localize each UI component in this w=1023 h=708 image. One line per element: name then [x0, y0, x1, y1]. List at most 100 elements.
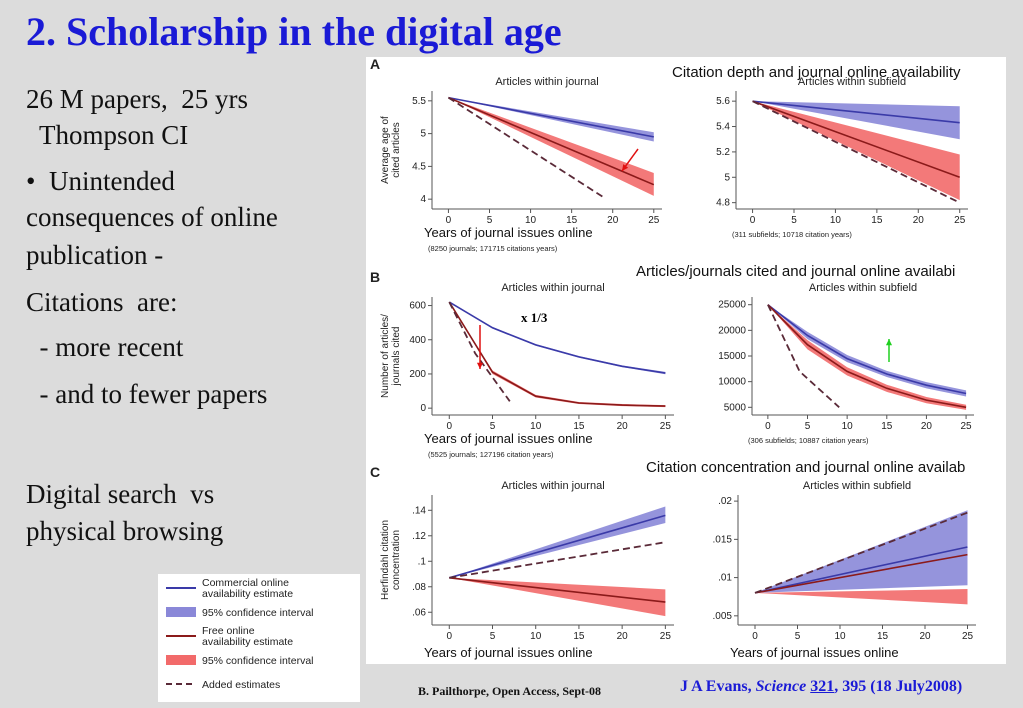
- x-tick-label: 20: [921, 421, 933, 432]
- x-tick-label: 5: [791, 215, 797, 226]
- y-tick-label: 5.2: [716, 147, 730, 158]
- ci-band-commercial: [767, 304, 967, 397]
- ci-band-free: [752, 101, 960, 201]
- x-tick-label: 0: [750, 215, 756, 226]
- legend-label: 95% confidence interval: [202, 655, 314, 667]
- ci-band-free: [448, 97, 654, 196]
- x-tick-label: 15: [877, 631, 889, 642]
- citation-journal: Science: [755, 678, 807, 695]
- figure-svg: A Citation depth and journal online avai…: [370, 57, 976, 664]
- series-line-commercial: [752, 100, 960, 124]
- citation-reference: J A Evans, Science 321, 395 (18 July2008…: [680, 678, 962, 696]
- ci-band-free: [767, 304, 967, 410]
- bullet-text: - more recent: [26, 332, 184, 362]
- section-title-c: Citation concentration and journal onlin…: [646, 459, 965, 476]
- y-tick-label: 5: [724, 172, 730, 183]
- series-line-added: [752, 100, 961, 204]
- y-tick-label: 5000: [724, 402, 747, 413]
- x-tick-label: 5: [795, 631, 801, 642]
- y-axis-label: journals cited: [391, 327, 402, 387]
- bullet-text: consequences of online: [26, 202, 278, 232]
- ci-band-commercial: [449, 506, 666, 578]
- y-tick-label: .02: [718, 496, 732, 507]
- section-label-c: C: [370, 464, 380, 480]
- y-axis-label: concentration: [391, 530, 402, 590]
- series-line-free: [449, 577, 666, 603]
- series-line-free: [448, 301, 666, 407]
- bullet-text: Thompson CI: [26, 120, 189, 150]
- y-tick-label: 4.8: [716, 198, 730, 209]
- bullet-text: • Unintended: [26, 166, 175, 196]
- y-axis-label: cited articles: [391, 122, 402, 178]
- y-tick-label: 5: [420, 129, 426, 140]
- x-tick-label: 5: [805, 421, 811, 432]
- panel-subtitle: Articles within journal: [501, 480, 604, 492]
- legend-label: Free online: [202, 625, 255, 637]
- y-tick-label: 10000: [718, 377, 746, 388]
- x-tick-label: 10: [830, 215, 842, 226]
- citation-volume: 321: [810, 678, 835, 695]
- y-tick-label: 20000: [718, 325, 746, 336]
- x-tick-label: 25: [660, 421, 672, 432]
- x-tick-label: 15: [871, 215, 883, 226]
- series-line-added: [754, 511, 968, 594]
- x-axis-label: Years of journal issues online: [730, 645, 899, 660]
- ci-band-free: [755, 589, 968, 605]
- bullet-text: publication -: [26, 240, 164, 270]
- panel-note: (308 subfields; 10500 citation years): [734, 663, 855, 664]
- citation-author: J A Evans,: [680, 678, 756, 695]
- y-tick-label: 200: [409, 369, 426, 380]
- y-tick-label: 4: [420, 194, 426, 205]
- y-tick-label: 15000: [718, 351, 746, 362]
- x-tick-label: 5: [490, 631, 496, 642]
- evans-figure: A Citation depth and journal online avai…: [366, 57, 1006, 664]
- y-tick-label: .14: [412, 505, 426, 516]
- red-arrow-fewer-articles-head: [476, 362, 484, 369]
- series-line-added: [767, 304, 840, 408]
- x-tick-label: 25: [954, 215, 966, 226]
- panel-subtitle: Articles within journal: [495, 76, 598, 88]
- panel-note: (8250 journals; 171715 citations years): [428, 244, 558, 253]
- bullet-text: Digital search vs: [26, 479, 215, 509]
- panel-note: (5525 journals; 127196 citation years): [428, 450, 554, 459]
- x-tick-label: 10: [834, 631, 846, 642]
- x-tick-label: 10: [842, 421, 854, 432]
- x-axis-label: Years of journal issues online: [424, 645, 593, 660]
- series-line-free: [767, 304, 967, 409]
- y-tick-label: .1: [418, 556, 427, 567]
- panel-subtitle: Articles within subfield: [809, 282, 917, 294]
- y-axis-label: Number of articles/: [380, 314, 391, 398]
- panel-note: (5515 journals; 114485 citation years): [428, 663, 553, 664]
- green-arrow-subfield-head: [885, 339, 893, 346]
- y-axis-label: Average age of: [380, 116, 391, 184]
- y-tick-label: .12: [412, 531, 426, 542]
- x-tick-label: 0: [447, 631, 453, 642]
- x-tick-label: 0: [752, 631, 758, 642]
- series-line-commercial: [754, 546, 968, 594]
- x-tick-label: 25: [660, 631, 672, 642]
- y-tick-label: 5.6: [716, 96, 730, 107]
- series-line-added: [447, 96, 605, 199]
- footer-credit: B. Pailthorpe, Open Access, Sept-08: [418, 684, 601, 698]
- y-tick-label: .01: [718, 573, 732, 584]
- x-tick-label: 0: [446, 215, 452, 226]
- bullet-text: - and to fewer papers: [26, 379, 268, 409]
- legend-label-line2: availability estimate: [202, 588, 293, 600]
- panel-c-right: Articles within subfield 0 5 10 15 20 25 .005 .0…: [713, 480, 976, 664]
- panel-subtitle: Articles within subfield: [798, 76, 906, 88]
- x-tick-label: 5: [490, 421, 496, 432]
- series-line-free: [754, 553, 968, 594]
- x-tick-label: 20: [913, 215, 925, 226]
- x-tick-label: 15: [566, 215, 578, 226]
- section-title-a: Citation depth and journal online availa…: [672, 64, 961, 81]
- x-tick-label: 10: [530, 631, 542, 642]
- red-arrow-citation-age-head: [622, 164, 629, 171]
- x-tick-label: 25: [648, 215, 660, 226]
- bullet-text: 26 M papers, 25 yrs: [26, 84, 248, 114]
- section-title-b: Articles/journals cited and journal onli…: [636, 263, 955, 280]
- annotation-arrows: [476, 148, 893, 369]
- series-line-commercial: [448, 301, 666, 374]
- series-line-added: [449, 541, 666, 579]
- chart-panels: Articles within journal 0 5 10 15 20 25 4 4.5 5 5.…: [380, 76, 976, 664]
- x-tick-label: 0: [447, 421, 453, 432]
